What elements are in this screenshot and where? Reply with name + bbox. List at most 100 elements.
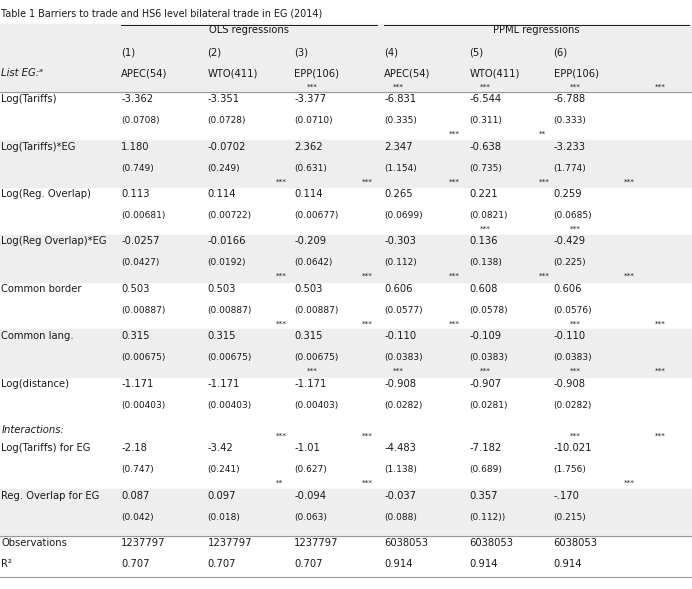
Text: 0.608: 0.608 — [469, 284, 498, 294]
Text: 6038053: 6038053 — [384, 538, 428, 548]
Text: -0.0257: -0.0257 — [121, 236, 160, 246]
Text: (1.138): (1.138) — [384, 465, 417, 474]
Text: APEC(54): APEC(54) — [384, 68, 430, 78]
Bar — [0, 329, 692, 377]
Text: -1.171: -1.171 — [294, 379, 327, 389]
Text: **: ** — [275, 480, 283, 486]
Text: (6): (6) — [554, 48, 567, 58]
Text: (0.215): (0.215) — [554, 512, 586, 522]
Text: (0.0642): (0.0642) — [294, 259, 332, 267]
Text: ***: *** — [655, 433, 666, 439]
Text: Log(Reg Overlap)*EG: Log(Reg Overlap)*EG — [1, 236, 107, 246]
Text: WTO(411): WTO(411) — [208, 68, 258, 78]
Text: (1.774): (1.774) — [554, 164, 586, 173]
Text: (0.749): (0.749) — [121, 164, 154, 173]
Text: (0.311): (0.311) — [469, 116, 502, 125]
Text: 0.136: 0.136 — [469, 236, 498, 246]
Text: (0.0821): (0.0821) — [469, 211, 508, 220]
Text: (0.631): (0.631) — [294, 164, 327, 173]
Text: -0.303: -0.303 — [384, 236, 416, 246]
Text: ***: *** — [448, 320, 459, 327]
Text: ***: *** — [538, 273, 549, 279]
Text: (0.00403): (0.00403) — [208, 401, 252, 410]
Text: (0.0577): (0.0577) — [384, 306, 423, 315]
Text: 0.087: 0.087 — [121, 491, 149, 501]
Text: (0.0708): (0.0708) — [121, 116, 160, 125]
Text: -10.021: -10.021 — [554, 444, 592, 454]
Text: (0.112)): (0.112)) — [469, 512, 505, 522]
Text: (0.112): (0.112) — [384, 259, 417, 267]
Text: -4.483: -4.483 — [384, 444, 416, 454]
Text: 0.606: 0.606 — [384, 284, 412, 294]
Text: ***: *** — [362, 178, 373, 184]
Text: (1.756): (1.756) — [554, 465, 587, 474]
Text: ***: *** — [362, 480, 373, 486]
Text: (0.00677): (0.00677) — [294, 211, 338, 220]
Text: -0.094: -0.094 — [294, 491, 326, 501]
Text: 0.221: 0.221 — [469, 189, 498, 199]
Text: (0.225): (0.225) — [554, 259, 586, 267]
Text: WTO(411): WTO(411) — [469, 68, 520, 78]
Text: -0.109: -0.109 — [469, 331, 501, 341]
Text: ***: *** — [448, 178, 459, 184]
Text: (0.00675): (0.00675) — [294, 353, 338, 362]
Text: ***: *** — [448, 273, 459, 279]
Text: (5): (5) — [469, 48, 483, 58]
Text: 0.707: 0.707 — [294, 558, 322, 568]
Text: ***: *** — [570, 320, 581, 327]
Text: ***: *** — [362, 273, 373, 279]
Text: 0.315: 0.315 — [208, 331, 236, 341]
Text: -6.788: -6.788 — [554, 94, 585, 104]
Text: Common lang.: Common lang. — [1, 331, 74, 341]
Text: (0.042): (0.042) — [121, 512, 154, 522]
Text: (0.00722): (0.00722) — [208, 211, 252, 220]
Text: (0.00675): (0.00675) — [121, 353, 165, 362]
Text: 6038053: 6038053 — [469, 538, 513, 548]
Text: -0.0166: -0.0166 — [208, 236, 246, 246]
Text: 1237797: 1237797 — [208, 538, 252, 548]
Text: Log(Tariffs) for EG: Log(Tariffs) for EG — [1, 444, 91, 454]
Text: -0.638: -0.638 — [469, 142, 501, 151]
Text: List EG:ᵃ: List EG:ᵃ — [1, 68, 44, 78]
Text: ***: *** — [480, 84, 491, 90]
Text: -3.42: -3.42 — [208, 444, 233, 454]
Text: (0.0685): (0.0685) — [554, 211, 592, 220]
Text: (0.0192): (0.0192) — [208, 259, 246, 267]
Text: ***: *** — [538, 178, 549, 184]
Text: 1.180: 1.180 — [121, 142, 149, 151]
Text: -0.209: -0.209 — [294, 236, 326, 246]
Text: -0.110: -0.110 — [554, 331, 585, 341]
Text: 1237797: 1237797 — [121, 538, 165, 548]
Text: (0.0383): (0.0383) — [554, 353, 592, 362]
Text: (0.088): (0.088) — [384, 512, 417, 522]
Text: -2.18: -2.18 — [121, 444, 147, 454]
Text: Table 1 Barriers to trade and HS6 level bilateral trade in EG (2014): Table 1 Barriers to trade and HS6 level … — [1, 9, 322, 19]
Text: 0.914: 0.914 — [384, 558, 412, 568]
Text: (0.00675): (0.00675) — [208, 353, 252, 362]
Text: -0.907: -0.907 — [469, 379, 501, 389]
Bar — [0, 489, 692, 537]
Text: APEC(54): APEC(54) — [121, 68, 167, 78]
Text: ***: *** — [570, 84, 581, 90]
Text: OLS regressions: OLS regressions — [209, 25, 289, 35]
Text: (0.00887): (0.00887) — [208, 306, 252, 315]
Text: R²: R² — [1, 558, 12, 568]
Text: ***: *** — [570, 368, 581, 374]
Text: Observations: Observations — [1, 538, 67, 548]
Text: 0.265: 0.265 — [384, 189, 412, 199]
Text: (0.00403): (0.00403) — [294, 401, 338, 410]
Text: -0.037: -0.037 — [384, 491, 416, 501]
Text: (0.018): (0.018) — [208, 512, 241, 522]
Text: 0.503: 0.503 — [121, 284, 149, 294]
Text: (0.0576): (0.0576) — [554, 306, 592, 315]
Text: PPML regressions: PPML regressions — [493, 25, 580, 35]
Text: 6038053: 6038053 — [554, 538, 598, 548]
Text: (0.747): (0.747) — [121, 465, 154, 474]
Text: ***: *** — [570, 433, 581, 439]
Text: 1237797: 1237797 — [294, 538, 338, 548]
Text: ***: *** — [655, 320, 666, 327]
Text: 0.315: 0.315 — [121, 331, 149, 341]
Text: ***: *** — [655, 368, 666, 374]
Text: (0.241): (0.241) — [208, 465, 240, 474]
Text: -0.110: -0.110 — [384, 331, 416, 341]
